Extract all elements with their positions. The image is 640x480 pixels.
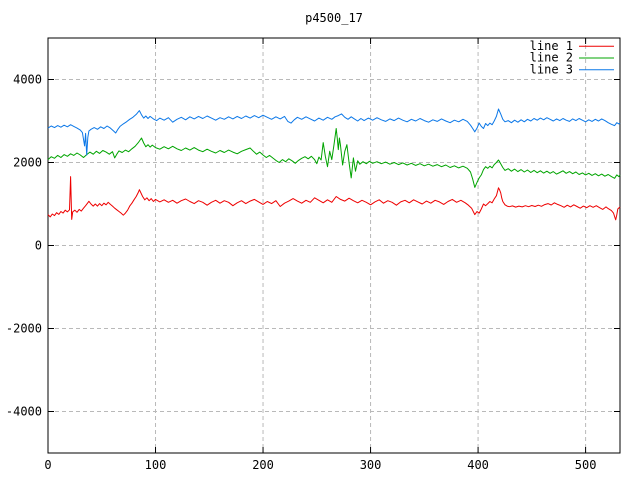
x-tick-label: 0: [44, 458, 51, 472]
series-lines: [47, 108, 621, 221]
legend-label: line 3: [530, 62, 573, 76]
grid-lines: [48, 38, 620, 453]
x-tick-label: 300: [360, 458, 382, 472]
y-tick-label: 0: [35, 239, 42, 253]
legend-label: line 2: [530, 51, 573, 65]
axis-ticks: [47, 38, 620, 453]
legend-entry: line 1: [530, 39, 614, 53]
legend-label: line 1: [530, 39, 573, 53]
y-tick-label: -4000: [6, 405, 42, 419]
series-line-3: [47, 108, 621, 156]
y-tick-label: 2000: [13, 156, 42, 170]
series-line-2: [47, 128, 621, 188]
legend-entry: line 3: [530, 62, 614, 76]
legend-entry: line 2: [530, 51, 614, 65]
x-tick-label: 100: [145, 458, 167, 472]
axis-tick-labels: 0 100 200 300 400 500 -4000 -2000 0 2000 4000: [6, 73, 597, 473]
x-tick-label: 500: [575, 458, 597, 472]
y-tick-label: -2000: [6, 322, 42, 336]
series-line-1: [47, 176, 621, 221]
x-tick-label: 400: [467, 458, 489, 472]
y-tick-label: 4000: [13, 73, 42, 87]
chart-title: p4500_17: [305, 11, 363, 25]
x-tick-label: 200: [252, 458, 274, 472]
